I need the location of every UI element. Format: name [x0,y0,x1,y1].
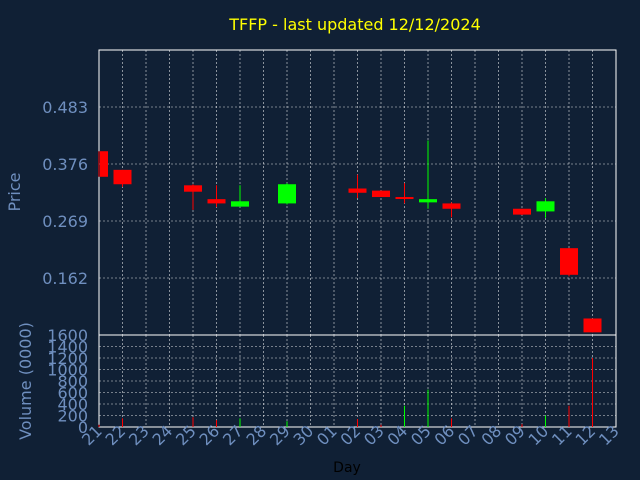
volume-tick-label: 1200 [47,349,88,368]
x-tick-label: 13 [595,421,623,449]
candle-body [583,318,602,333]
volume-tick-label: 1400 [47,338,88,357]
price-tick-label: 0.269 [42,212,88,231]
candle-body [278,184,296,204]
candle-body [513,208,531,215]
candle-body [372,190,390,198]
candle-body [560,248,578,275]
candle-body [419,199,437,203]
x-axis: 2122232425262728293001020304050607080910… [78,421,623,449]
candle-body [442,203,461,209]
chart-title: TFFP - last updated 12/12/2024 [228,15,481,34]
volume-tick-label: 0 [78,418,88,437]
price-tick-label: 0.162 [42,269,88,288]
price-panel: 0.483 0.376 0.269 0.162 [42,49,617,336]
price-tick-label: 0.483 [42,98,88,117]
x-axis-label: Day [333,460,361,476]
candle-body [348,188,367,193]
candle-body [184,185,202,192]
volume-tick-label: 1000 [47,361,88,380]
candle-body [207,199,226,204]
candle-body [536,201,555,212]
candle-body [113,169,132,185]
volume-tick-label: 200 [57,407,88,426]
price-axis-label: Price [5,172,24,211]
candle-body [231,201,249,207]
price-tick-label: 0.376 [42,155,88,174]
volume-tick-label: 800 [57,372,88,391]
volume-tick-label: 400 [57,395,88,414]
candle-body [395,197,414,200]
candle-body [100,151,108,177]
volume-tick-label: 1600 [47,326,88,345]
volume-tick-label: 600 [57,384,88,403]
volume-axis-label: Volume (0000) [16,322,35,440]
